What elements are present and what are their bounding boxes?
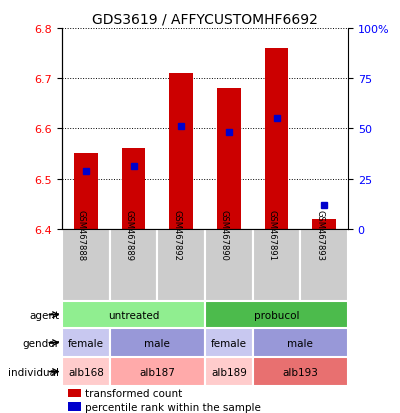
- Title: GDS3619 / AFFYCUSTOMHF6692: GDS3619 / AFFYCUSTOMHF6692: [92, 12, 318, 26]
- Bar: [110, 357, 205, 386]
- Text: probucol: probucol: [254, 310, 299, 320]
- Bar: [110, 229, 157, 301]
- Bar: [264, 49, 288, 229]
- Bar: [169, 74, 193, 229]
- Text: GSM467893: GSM467893: [315, 209, 324, 261]
- Text: GSM467889: GSM467889: [124, 209, 134, 261]
- Bar: [205, 328, 253, 357]
- Bar: [205, 229, 253, 301]
- Text: female: female: [68, 338, 104, 348]
- Text: male: male: [144, 338, 170, 348]
- Text: alb189: alb189: [211, 367, 247, 377]
- Bar: [62, 357, 110, 386]
- Text: percentile rank within the sample: percentile rank within the sample: [85, 401, 261, 411]
- Text: alb193: alb193: [282, 367, 318, 377]
- Bar: [253, 328, 348, 357]
- Text: female: female: [211, 338, 247, 348]
- Text: transformed count: transformed count: [85, 388, 182, 398]
- Bar: [68, 389, 80, 397]
- Text: agent: agent: [29, 310, 59, 320]
- Bar: [62, 328, 110, 357]
- Bar: [62, 301, 205, 328]
- Bar: [74, 154, 98, 229]
- Bar: [110, 328, 205, 357]
- Text: untreated: untreated: [108, 310, 159, 320]
- Bar: [217, 89, 241, 229]
- Bar: [157, 229, 205, 301]
- Bar: [122, 149, 146, 229]
- Text: alb187: alb187: [139, 367, 175, 377]
- Bar: [205, 301, 348, 328]
- Bar: [312, 219, 336, 229]
- Bar: [300, 229, 348, 301]
- Text: GSM467891: GSM467891: [268, 210, 276, 260]
- Text: GSM467892: GSM467892: [172, 210, 181, 260]
- Text: GSM467888: GSM467888: [77, 209, 86, 261]
- Bar: [68, 402, 80, 411]
- Bar: [253, 229, 300, 301]
- Text: GSM467890: GSM467890: [220, 210, 229, 260]
- Text: gender: gender: [22, 338, 59, 348]
- Text: individual: individual: [8, 367, 59, 377]
- Text: alb168: alb168: [68, 367, 104, 377]
- Bar: [253, 357, 348, 386]
- Bar: [62, 229, 110, 301]
- Bar: [205, 357, 253, 386]
- Text: male: male: [287, 338, 313, 348]
